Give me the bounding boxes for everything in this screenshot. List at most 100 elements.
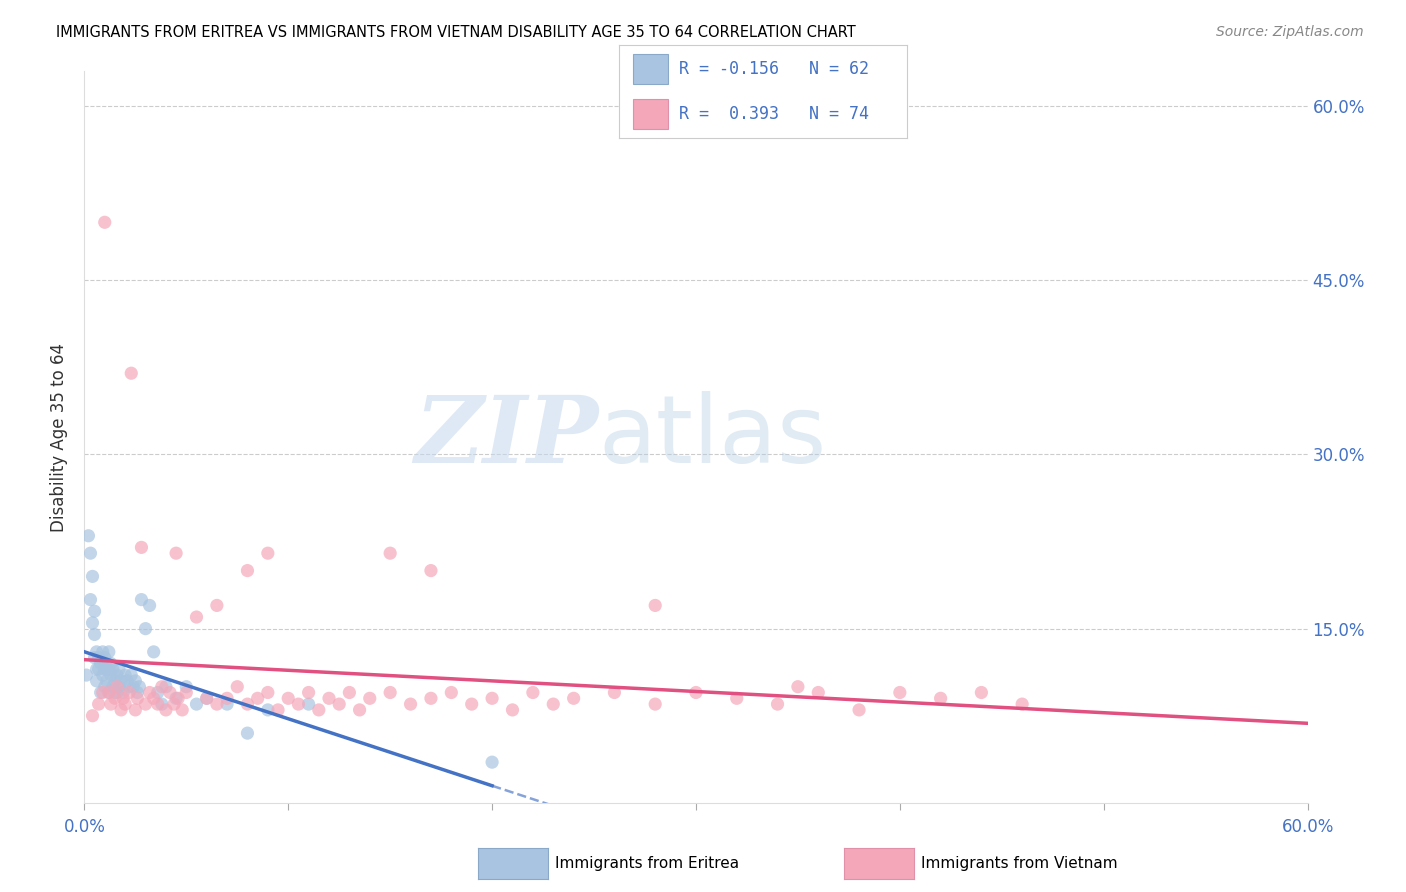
Point <box>120 668 142 682</box>
Text: Source: ZipAtlas.com: Source: ZipAtlas.com <box>1216 25 1364 39</box>
Point <box>155 703 177 717</box>
Point <box>91 685 114 699</box>
Point <box>236 697 259 711</box>
Point <box>186 697 208 711</box>
Point <box>163 697 186 711</box>
Point <box>86 645 108 659</box>
Point <box>96 662 118 676</box>
Point <box>807 685 830 699</box>
Point <box>298 697 321 711</box>
Point <box>195 691 218 706</box>
Point <box>135 622 157 636</box>
Text: Immigrants from Vietnam: Immigrants from Vietnam <box>921 856 1118 871</box>
Point <box>787 680 810 694</box>
Point <box>110 703 132 717</box>
Point <box>77 529 100 543</box>
Point <box>100 657 122 671</box>
Point <box>91 668 114 682</box>
Point <box>420 691 443 706</box>
Point <box>929 691 952 706</box>
Point <box>150 697 173 711</box>
Point <box>502 703 524 717</box>
Point <box>562 691 585 706</box>
Point <box>93 680 117 694</box>
Bar <box>633 99 668 129</box>
Point <box>167 691 190 706</box>
Point <box>176 680 198 694</box>
Point <box>112 691 135 706</box>
Point <box>155 680 177 694</box>
Point <box>118 685 141 699</box>
Point <box>138 599 160 613</box>
Point <box>318 691 340 706</box>
Text: R = -0.156   N = 62: R = -0.156 N = 62 <box>679 60 869 78</box>
Point <box>135 697 157 711</box>
Point <box>115 673 138 688</box>
Point <box>420 564 443 578</box>
Point <box>226 680 249 694</box>
Point <box>87 697 110 711</box>
Point <box>287 697 309 711</box>
Point <box>725 691 748 706</box>
Point <box>970 685 993 699</box>
Point <box>644 599 666 613</box>
Point <box>146 697 169 711</box>
Point <box>112 685 135 699</box>
Point <box>97 662 120 676</box>
Point <box>128 680 150 694</box>
Point <box>848 703 870 717</box>
Point <box>236 564 259 578</box>
Point <box>108 662 131 676</box>
Bar <box>633 54 668 84</box>
Point <box>114 697 136 711</box>
Point <box>83 627 105 641</box>
Point <box>122 680 145 694</box>
Point <box>176 685 198 699</box>
Point <box>91 645 114 659</box>
Point <box>766 697 789 711</box>
Point <box>114 668 136 682</box>
Point <box>82 708 104 723</box>
Point <box>97 685 120 699</box>
Point <box>349 703 371 717</box>
Point <box>195 691 218 706</box>
Point <box>543 697 565 711</box>
Point <box>82 569 104 583</box>
Y-axis label: Disability Age 35 to 64: Disability Age 35 to 64 <box>51 343 69 532</box>
Point <box>127 685 149 699</box>
Point <box>1011 697 1033 711</box>
Point <box>90 685 112 699</box>
Point <box>87 662 110 676</box>
Point <box>83 650 105 665</box>
Point <box>124 703 146 717</box>
Point <box>146 685 169 699</box>
Point <box>159 685 181 699</box>
Point <box>298 685 321 699</box>
Point <box>481 691 503 706</box>
Point <box>205 599 228 613</box>
Point <box>380 546 402 560</box>
Point <box>328 697 350 711</box>
Point <box>105 668 128 682</box>
Point <box>120 366 142 380</box>
Point <box>172 703 194 717</box>
Point <box>104 691 127 706</box>
Point <box>440 685 463 699</box>
Point <box>380 685 402 699</box>
Point <box>522 685 544 699</box>
Text: atlas: atlas <box>598 391 827 483</box>
Point <box>461 697 484 711</box>
Point <box>644 697 666 711</box>
Point <box>105 680 128 694</box>
Point <box>104 673 127 688</box>
Point <box>165 691 187 706</box>
Point <box>101 662 124 676</box>
Point <box>83 604 105 618</box>
Point <box>93 650 117 665</box>
Point <box>108 680 131 694</box>
Point <box>75 668 97 682</box>
Point <box>82 615 104 630</box>
Point <box>96 673 118 688</box>
Point <box>93 215 117 229</box>
Point <box>138 685 160 699</box>
